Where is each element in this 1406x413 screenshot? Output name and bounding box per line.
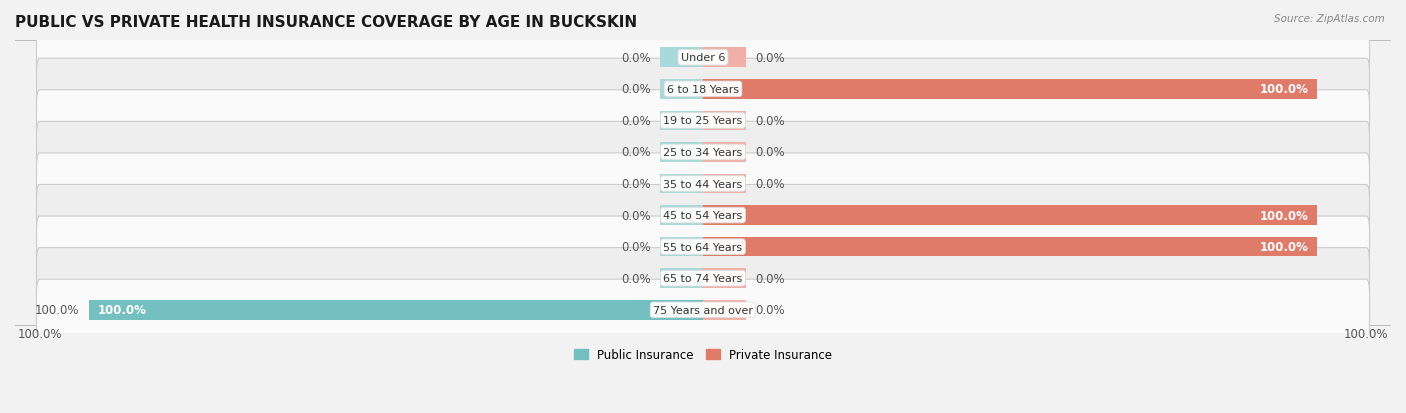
Text: 35 to 44 Years: 35 to 44 Years	[664, 179, 742, 189]
Legend: Public Insurance, Private Insurance: Public Insurance, Private Insurance	[569, 344, 837, 366]
Text: 100.0%: 100.0%	[1260, 83, 1308, 96]
Bar	[703, 112, 747, 131]
Text: 100.0%: 100.0%	[1343, 327, 1388, 340]
Text: 0.0%: 0.0%	[755, 304, 785, 316]
Bar	[89, 300, 703, 320]
Text: 100.0%: 100.0%	[18, 327, 63, 340]
FancyBboxPatch shape	[37, 216, 1369, 278]
Bar	[659, 237, 703, 257]
Text: 65 to 74 Years: 65 to 74 Years	[664, 273, 742, 284]
Bar	[659, 112, 703, 131]
Text: 0.0%: 0.0%	[755, 272, 785, 285]
Text: 25 to 34 Years: 25 to 34 Years	[664, 147, 742, 158]
FancyBboxPatch shape	[37, 280, 1369, 341]
Bar	[659, 143, 703, 162]
Text: 100.0%: 100.0%	[98, 304, 146, 316]
Text: 19 to 25 Years: 19 to 25 Years	[664, 116, 742, 126]
Text: 0.0%: 0.0%	[621, 52, 651, 64]
Text: 55 to 64 Years: 55 to 64 Years	[664, 242, 742, 252]
Bar	[703, 206, 1317, 225]
Bar	[703, 269, 747, 288]
FancyBboxPatch shape	[37, 248, 1369, 309]
Text: 100.0%: 100.0%	[1260, 209, 1308, 222]
Bar	[659, 269, 703, 288]
Bar	[703, 143, 747, 162]
Bar	[659, 174, 703, 194]
Bar	[659, 48, 703, 68]
Text: 0.0%: 0.0%	[621, 241, 651, 254]
Text: 0.0%: 0.0%	[621, 83, 651, 96]
FancyBboxPatch shape	[37, 154, 1369, 215]
Text: 6 to 18 Years: 6 to 18 Years	[666, 85, 740, 95]
Text: 0.0%: 0.0%	[621, 272, 651, 285]
Text: Under 6: Under 6	[681, 53, 725, 63]
Text: 0.0%: 0.0%	[755, 52, 785, 64]
Text: 0.0%: 0.0%	[621, 115, 651, 128]
FancyBboxPatch shape	[37, 185, 1369, 246]
Bar	[703, 48, 747, 68]
Text: 0.0%: 0.0%	[755, 115, 785, 128]
FancyBboxPatch shape	[37, 28, 1369, 89]
FancyBboxPatch shape	[37, 122, 1369, 183]
Bar	[659, 206, 703, 225]
Bar	[703, 300, 747, 320]
Text: 100.0%: 100.0%	[35, 304, 80, 316]
Text: 0.0%: 0.0%	[755, 178, 785, 190]
Text: 0.0%: 0.0%	[621, 209, 651, 222]
Bar	[703, 80, 1317, 100]
Bar	[703, 237, 1317, 257]
Text: 100.0%: 100.0%	[1260, 241, 1308, 254]
Text: 0.0%: 0.0%	[755, 146, 785, 159]
Text: Source: ZipAtlas.com: Source: ZipAtlas.com	[1274, 14, 1385, 24]
Text: 0.0%: 0.0%	[621, 146, 651, 159]
Bar	[703, 174, 747, 194]
Text: 75 Years and over: 75 Years and over	[652, 305, 754, 315]
Text: 0.0%: 0.0%	[621, 178, 651, 190]
Text: 45 to 54 Years: 45 to 54 Years	[664, 211, 742, 221]
FancyBboxPatch shape	[37, 59, 1369, 120]
FancyBboxPatch shape	[37, 90, 1369, 152]
Bar	[659, 80, 703, 100]
Text: PUBLIC VS PRIVATE HEALTH INSURANCE COVERAGE BY AGE IN BUCKSKIN: PUBLIC VS PRIVATE HEALTH INSURANCE COVER…	[15, 15, 637, 30]
